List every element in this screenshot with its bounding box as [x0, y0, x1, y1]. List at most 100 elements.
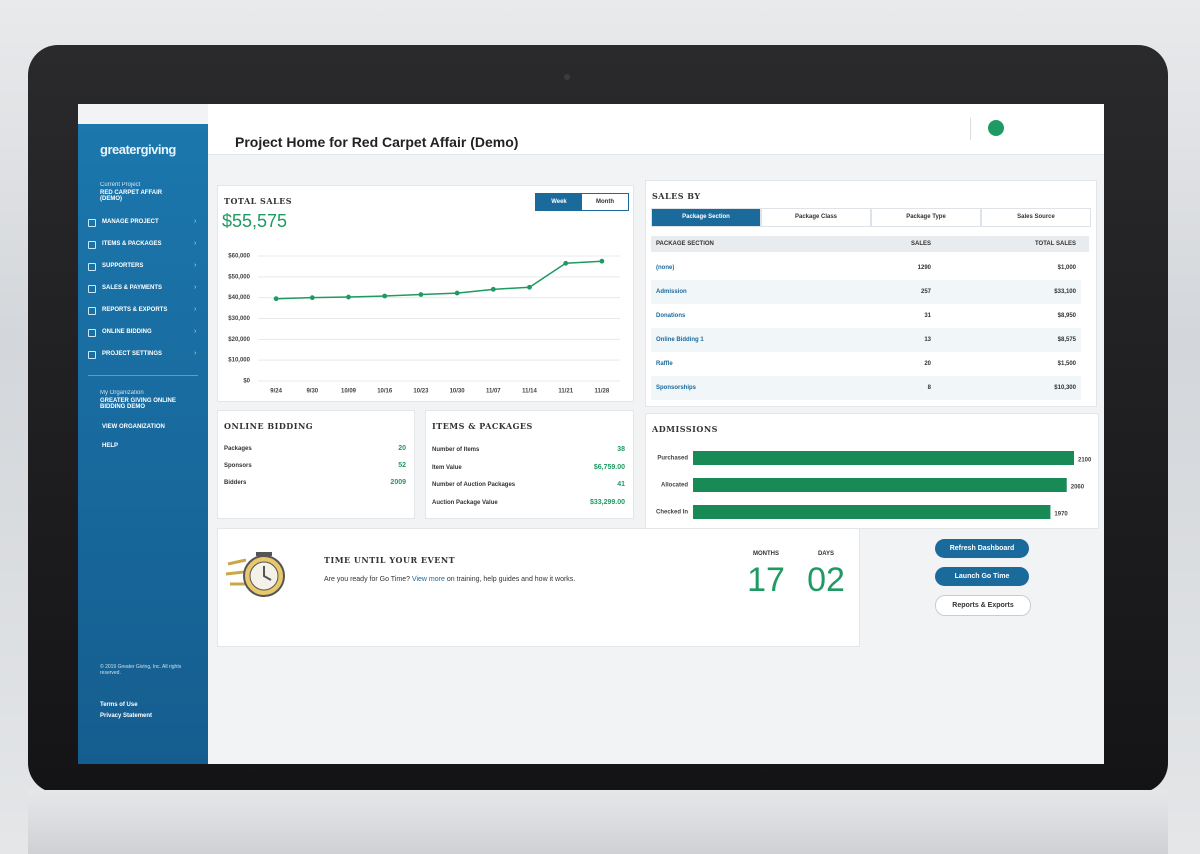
table-row	[651, 280, 1081, 304]
table-row	[651, 304, 1081, 328]
footer-link[interactable]: Terms of Use	[100, 702, 138, 708]
menu-chevron: ›	[194, 284, 197, 291]
toggle-button[interactable]: Week	[535, 193, 583, 211]
bar-value: 1970	[1054, 512, 1068, 518]
menu-icon	[88, 263, 96, 271]
monitor-chin	[28, 790, 1168, 854]
tab[interactable]: Package Section	[651, 208, 761, 227]
bar-value: 2100	[1078, 458, 1092, 464]
tab[interactable]: Sales Source	[981, 208, 1091, 227]
stat-label: Item Value	[432, 464, 462, 471]
menu-item[interactable]: HELP	[102, 443, 119, 449]
action-button[interactable]: Reports & Exports	[935, 595, 1031, 616]
stat-label: Sponsors	[224, 463, 252, 469]
x-tick-label: 10/30	[450, 389, 466, 395]
sales-point	[382, 293, 388, 299]
menu-chevron: ›	[194, 350, 197, 357]
event-text-end: on training, help guides and how it work…	[444, 576, 576, 583]
menu-item[interactable]: REPORTS & EXPORTS	[102, 307, 168, 313]
card-title: ADMISSIONS	[652, 424, 718, 434]
menu-item[interactable]: VIEW ORGANIZATION	[102, 424, 165, 430]
table-row	[651, 328, 1081, 352]
toggle-button[interactable]: Month	[581, 193, 629, 211]
sales-point	[599, 258, 605, 264]
menu-item[interactable]: ONLINE BIDDING	[102, 329, 152, 335]
table-cell: $1,000	[1057, 265, 1076, 271]
items-packages-card: ITEMS & PACKAGES Number of Items 38 Item Va…	[425, 410, 634, 519]
y-tick-label: $50,000	[228, 274, 250, 280]
org-name: GREATER GIVING ONLINE BIDDING DEMO	[100, 398, 176, 410]
sales-point	[563, 260, 569, 266]
days-count: 02	[807, 561, 845, 599]
x-tick-label: 9/24	[270, 389, 282, 395]
event-card: TIME UNTIL YOUR EVENT Are you ready for G…	[217, 528, 860, 647]
action-button[interactable]: Refresh Dashboard	[935, 539, 1029, 558]
menu-item[interactable]: SALES & PAYMENTS	[102, 285, 163, 291]
table-cell: Online Bidding 1	[656, 337, 704, 343]
menu-item[interactable]: MANAGE PROJECT	[102, 219, 159, 225]
page-title: Project Home for Red Carpet Affair (Demo…	[235, 134, 519, 150]
footer-link[interactable]: Privacy Statement	[100, 713, 153, 719]
stat-value: 20	[398, 445, 406, 452]
menu-icon	[88, 351, 96, 359]
tab[interactable]: Package Type	[871, 208, 981, 227]
y-tick-label: $60,000	[228, 254, 250, 260]
sales-point	[527, 284, 532, 290]
menu-chevron: ›	[194, 218, 197, 225]
logo[interactable]: greatergiving	[100, 142, 176, 157]
stat-value: 52	[398, 462, 406, 469]
table-cell: $10,300	[1054, 385, 1076, 391]
menu-item[interactable]: ITEMS & PACKAGES	[102, 241, 162, 247]
tab[interactable]: Package Class	[761, 208, 871, 227]
x-tick-label: 11/07	[486, 389, 501, 395]
footer-text: © 2019 Greater Giving, Inc. All rights r…	[100, 664, 182, 676]
table-cell: 257	[920, 289, 931, 295]
menu-chevron: ›	[194, 328, 197, 335]
user-avatar[interactable]	[988, 120, 1004, 136]
stat-value: 2009	[390, 479, 406, 486]
online-bidding-card: ONLINE BIDDING Packages 20 Sponsors 52 Bidder…	[217, 410, 415, 519]
org-label: My Organization	[100, 390, 144, 396]
event-text-start: Are you ready for Go Time?	[324, 576, 412, 583]
menu-chevron: ›	[194, 262, 197, 269]
card-title: ONLINE BIDDING	[224, 421, 314, 431]
stat-label: Packages	[224, 446, 252, 452]
bar-chart: Purchased 2100 Allocated 2060 Checked In 1970	[656, 451, 1092, 519]
bar	[693, 451, 1074, 465]
menu-item[interactable]: SUPPORTERS	[102, 263, 144, 269]
months-count: 17	[747, 561, 785, 599]
menu-icon	[88, 219, 96, 227]
sales-line	[276, 260, 602, 300]
days-label: DAYS	[817, 551, 835, 557]
current-label: Current Project	[100, 182, 141, 188]
card-title: TOTAL SALES	[224, 196, 293, 206]
table-cell: Donations	[656, 313, 686, 319]
bar	[693, 505, 1051, 519]
sales-point	[418, 292, 424, 297]
y-tick-label: $30,000	[228, 316, 250, 322]
admissions-card: ADMISSIONS Purchased 2100 Allocated 2060 Chec…	[645, 413, 1099, 529]
menu-icon	[88, 329, 96, 337]
stat-value: $33,299.00	[589, 498, 625, 506]
menu-chevron: ›	[194, 240, 197, 247]
bar-label: Allocated	[661, 483, 688, 489]
sales-by-card: SALES BY Package Section Package Class Pack…	[645, 180, 1097, 407]
menu-chevron: ›	[194, 306, 197, 313]
table-row	[651, 352, 1081, 376]
menu-icon	[88, 307, 96, 315]
table-cell: 13	[924, 337, 931, 343]
stat-value: 41	[617, 481, 625, 488]
action-button[interactable]: Launch Go Time	[935, 567, 1029, 586]
event-link[interactable]: View more	[411, 576, 445, 583]
x-tick-label: 11/28	[595, 389, 610, 395]
menu-item[interactable]: PROJECT SETTINGS	[102, 351, 163, 357]
bar-label: Checked In	[656, 510, 688, 516]
table-header: SALES	[910, 241, 931, 247]
x-tick-label: 10/16	[377, 389, 393, 395]
x-tick-label: 9/30	[306, 389, 318, 395]
table-header-bg	[651, 236, 1089, 252]
card-title: SALES BY	[652, 191, 701, 201]
current-project: RED CARPET AFFAIR (DEMO)	[100, 190, 163, 202]
table-cell: $8,950	[1057, 313, 1076, 319]
x-tick-label: 11/14	[522, 389, 537, 395]
